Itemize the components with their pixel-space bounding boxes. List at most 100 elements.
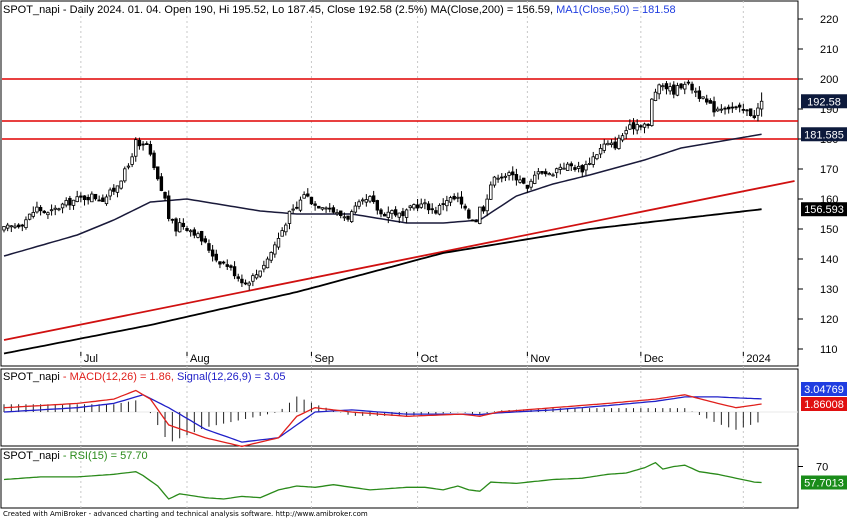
ma200-value-label: 156.593 <box>804 204 844 216</box>
candle-up <box>635 124 639 131</box>
candle-up <box>661 85 665 88</box>
candle-up <box>9 225 14 228</box>
signal-line <box>3 394 762 443</box>
candle-up <box>547 173 552 176</box>
candle-up <box>529 180 533 188</box>
candle-down <box>93 193 98 200</box>
y-tick-label: 130 <box>820 284 838 296</box>
month-label-Jul: Jul <box>84 353 98 365</box>
candle-up <box>412 204 416 209</box>
y-tick-label: 150 <box>820 224 838 236</box>
signal-legend: Signal(12,26,9) = 3.05 <box>177 371 286 383</box>
candle-down <box>112 187 116 192</box>
candle-down <box>225 264 229 267</box>
candle-down <box>203 238 207 243</box>
candle-down <box>229 265 233 268</box>
candle-down <box>382 213 387 217</box>
y-tick-label: 170 <box>820 164 838 176</box>
candle-down <box>543 171 548 175</box>
candle-down <box>166 195 171 219</box>
candle-down <box>42 210 46 214</box>
candle-up <box>134 139 138 157</box>
candle-up <box>386 211 390 218</box>
candle-up <box>335 212 339 215</box>
candle-down <box>686 81 691 84</box>
support-trendline <box>3 180 795 341</box>
candle-up <box>694 90 698 93</box>
candle-down <box>459 196 464 205</box>
rsi-value-label-bg <box>801 475 847 490</box>
candle-down <box>697 90 702 99</box>
candle-up <box>437 204 442 215</box>
candle-up <box>280 230 284 237</box>
candle-down <box>752 115 756 119</box>
candle-down <box>207 243 211 251</box>
candle-up <box>503 175 508 178</box>
candle-down <box>522 177 526 184</box>
candle-down <box>97 199 101 202</box>
candle-down <box>174 218 178 232</box>
candle-down <box>613 141 617 149</box>
candle-down <box>137 139 142 147</box>
candle-down <box>745 109 749 112</box>
candle-up <box>71 199 76 206</box>
candle-up <box>485 198 489 212</box>
candle-down <box>639 125 643 128</box>
candle-down <box>145 143 149 145</box>
candle-up <box>188 230 193 233</box>
candle-down <box>199 230 204 242</box>
candle-up <box>324 207 328 210</box>
candle-up <box>507 172 511 176</box>
candle-down <box>726 106 731 110</box>
candle-up <box>624 130 628 135</box>
candle-up <box>298 199 303 211</box>
y-tick-label: 110 <box>820 344 838 356</box>
candle-up <box>108 189 112 197</box>
candle-up <box>360 199 365 202</box>
candle-up <box>104 196 109 205</box>
candle-up <box>562 167 566 170</box>
candle-down <box>331 207 336 213</box>
candle-down <box>540 171 544 174</box>
candle-up <box>49 209 54 212</box>
candle-down <box>452 195 456 200</box>
candle-up <box>5 224 10 229</box>
candle-down <box>210 249 215 257</box>
y-tick-label: 200 <box>820 74 838 86</box>
candle-up <box>642 123 647 128</box>
candle-up <box>130 156 134 165</box>
candle-up <box>657 84 661 95</box>
candle-up <box>126 165 131 168</box>
candle-up <box>448 197 453 203</box>
candle-up <box>320 207 325 210</box>
candle-down <box>86 196 90 201</box>
y-tick-label: 140 <box>820 254 838 266</box>
candle-down <box>328 207 332 210</box>
candle-down <box>434 210 438 214</box>
candle-down <box>705 98 709 103</box>
macd-legend: - MACD(12,26) = 1.86, <box>60 371 177 383</box>
ma50-legend: MA1(Close,50) = 181.58 <box>556 4 676 16</box>
candle-down <box>470 219 475 222</box>
candle-up <box>576 165 581 169</box>
month-label-Sep: Sep <box>314 353 334 365</box>
candle-down <box>375 200 380 211</box>
candle-up <box>262 264 266 270</box>
candle-down <box>38 206 43 212</box>
candle-up <box>478 206 482 225</box>
candle-up <box>196 233 200 238</box>
ma50-value-label-bg <box>801 127 847 142</box>
candle-up <box>342 216 347 219</box>
candle-down <box>664 83 669 90</box>
candle-down <box>463 205 467 209</box>
signal-value-label: 3.04769 <box>804 384 844 396</box>
ma200-line <box>3 208 762 355</box>
candle-up <box>602 143 606 151</box>
candle-down <box>306 193 310 197</box>
candle-down <box>474 220 478 223</box>
candle-up <box>119 180 123 189</box>
candle-up <box>397 212 401 218</box>
candle-up <box>496 177 500 180</box>
